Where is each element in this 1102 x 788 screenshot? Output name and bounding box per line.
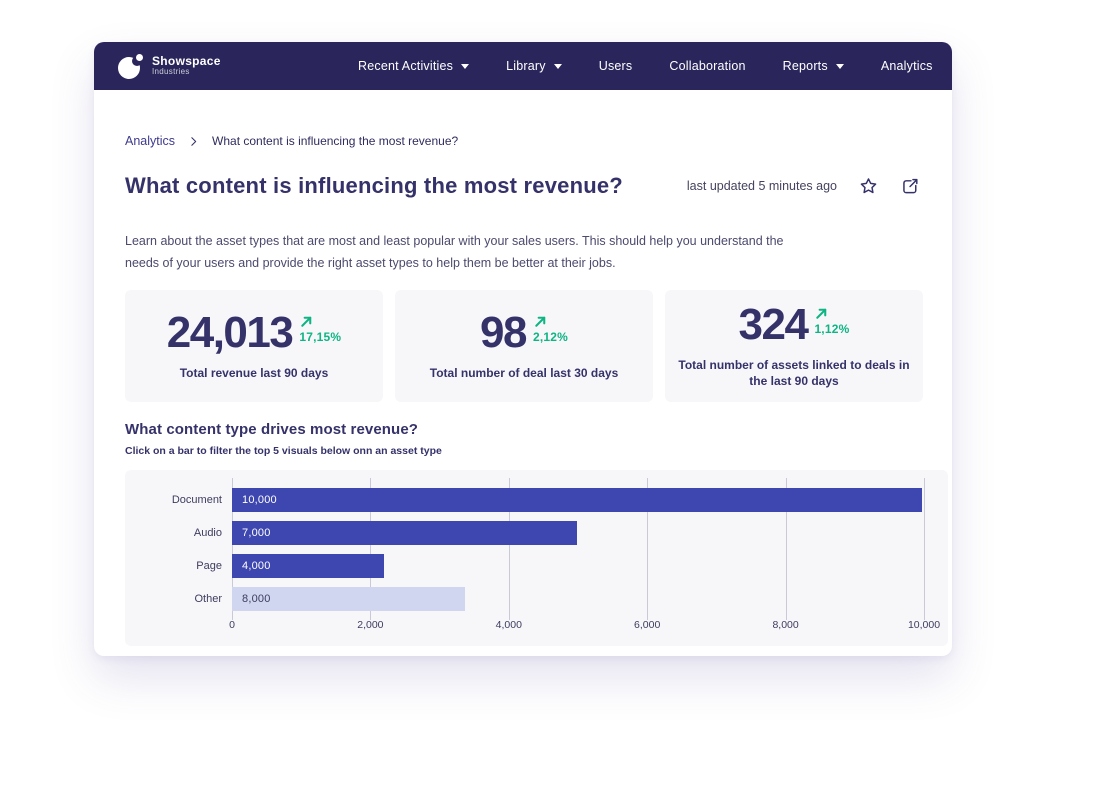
x-axis-tick-label: 10,000 [907,619,941,631]
brand-subtitle: Industries [152,67,190,77]
category-label-other: Other [194,593,222,605]
top-navigation: Showspace Industries Recent Activities Li… [94,42,952,90]
kpi-label: Total number of deal last 30 days [429,365,619,380]
kpi-card-deals: 98 2,12% Total number of deal last 30 da… [395,290,653,402]
bar-value-label: 10,000 [242,494,277,506]
breadcrumb-current: What content is influencing the most rev… [212,134,459,148]
chevron-down-icon [553,64,562,69]
breadcrumb: Analytics What content is influencing th… [125,134,458,148]
trend-up-arrow-icon [816,308,827,319]
x-axis-tick-label: 2,000 [357,619,384,631]
gridline [232,478,233,620]
gridline [508,478,510,620]
x-axis-tick-label: 4,000 [495,619,522,631]
kpi-delta: 17,15% [299,329,342,344]
nav-items: Recent Activities Library Users Collaborati… [358,59,933,73]
breadcrumb-analytics[interactable]: Analytics [125,134,176,148]
plot-region: 0 2,000 4,000 6,000 8,000 10,000 10,000 7,000 4,… [229,470,940,646]
category-label-document: Document [171,494,222,506]
nav-item-label: Recent Activities [358,59,454,73]
chevron-down-icon [835,64,844,69]
nav-item-recent-activities[interactable]: Recent Activities [358,59,470,73]
category-label-page: Page [196,560,222,572]
chevron-down-icon [461,64,470,69]
chart-section-title: What content type drives most revenue? [125,421,419,438]
chevron-right-icon [187,135,200,148]
nav-item-label: Reports [782,59,828,73]
gridline [647,478,649,620]
share-icon [902,178,918,193]
page-title: What content is influencing the most rev… [125,173,623,198]
showspace-logo-icon [118,53,143,79]
nav-item-users[interactable]: Users [599,59,633,73]
last-updated-text: last updated 5 minutes ago [686,179,837,193]
category-label-audio: Audio [193,527,222,539]
gridline [785,478,787,620]
title-row: What content is influencing the most rev… [125,173,921,199]
bar-value-label: 4,000 [242,560,271,572]
bar-value-label: 8,000 [242,593,271,605]
x-axis-tick-label: 8,000 [772,619,799,631]
bar-document[interactable]: 10,000 [232,488,922,512]
kpi-row: 24,013 17,15% Total revenue last 90 days… [125,290,923,402]
kpi-value: 24,013 [166,307,294,357]
kpi-label: Total number of assets linked to deals i… [678,357,910,388]
chart-section-subtitle: Click on a bar to filter the top 5 visua… [125,445,442,457]
star-icon [860,177,876,193]
kpi-value: 98 [480,307,527,357]
bar-other[interactable]: 8,000 [232,587,465,611]
nav-item-library[interactable]: Library [506,59,562,73]
bar-page[interactable]: 4,000 [232,554,385,578]
x-axis-tick-label: 6,000 [634,619,661,631]
kpi-card-assets: 324 1,12% Total number of assets linked … [665,290,923,402]
bar-value-label: 7,000 [242,527,271,539]
x-axis-tick-label: 0 [229,619,235,631]
nav-item-analytics[interactable]: Analytics [881,59,933,73]
brand-name: Showspace [152,54,221,68]
trend-up-arrow-icon [301,316,312,327]
favorite-star-button[interactable] [857,175,879,197]
kpi-delta: 1,12% [814,321,850,336]
share-button[interactable] [899,175,921,197]
bar-audio[interactable]: 7,000 [232,521,577,545]
app-card: Showspace Industries Recent Activities Li… [94,42,952,656]
nav-item-reports[interactable]: Reports [783,59,844,73]
kpi-card-revenue: 24,013 17,15% Total revenue last 90 days [125,290,383,402]
nav-item-label: Users [598,59,633,73]
gridline [370,478,372,620]
kpi-delta: 2,12% [532,329,568,344]
page-description: Learn about the asset types that are mos… [125,234,784,271]
nav-item-collaboration[interactable]: Collaboration [669,59,745,73]
gridline [924,478,925,620]
nav-item-label: Library [506,59,546,73]
kpi-value: 324 [738,299,809,349]
trend-up-arrow-icon [535,316,546,327]
nav-item-label: Analytics [880,59,933,73]
nav-item-label: Collaboration [669,59,746,73]
bar-chart-panel: 0 2,000 4,000 6,000 8,000 10,000 10,000 7,000 4,… [125,470,948,646]
kpi-label: Total revenue last 90 days [179,365,329,380]
brand-logo[interactable]: Showspace Industries [118,53,286,79]
